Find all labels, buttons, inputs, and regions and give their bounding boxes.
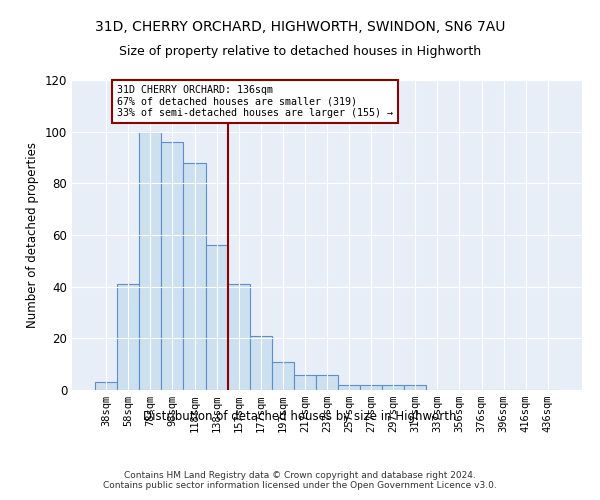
Bar xyxy=(184,162,206,390)
Text: Distribution of detached houses by size in Highworth: Distribution of detached houses by size … xyxy=(143,410,457,423)
Text: 31D, CHERRY ORCHARD, HIGHWORTH, SWINDON, SN6 7AU: 31D, CHERRY ORCHARD, HIGHWORTH, SWINDON,… xyxy=(95,20,505,34)
Text: Contains HM Land Registry data © Crown copyright and database right 2024.
Contai: Contains HM Land Registry data © Crown c… xyxy=(103,470,497,490)
Bar xyxy=(95,382,117,390)
Bar xyxy=(404,385,427,390)
Y-axis label: Number of detached properties: Number of detached properties xyxy=(26,142,39,328)
Text: Size of property relative to detached houses in Highworth: Size of property relative to detached ho… xyxy=(119,45,481,58)
Bar xyxy=(117,284,139,390)
Bar xyxy=(161,142,184,390)
Bar xyxy=(139,132,161,390)
Bar xyxy=(294,374,316,390)
Bar xyxy=(272,362,294,390)
Bar xyxy=(227,284,250,390)
Bar xyxy=(250,336,272,390)
Bar xyxy=(206,246,227,390)
Bar xyxy=(316,374,338,390)
Bar xyxy=(338,385,360,390)
Text: 31D CHERRY ORCHARD: 136sqm
67% of detached houses are smaller (319)
33% of semi-: 31D CHERRY ORCHARD: 136sqm 67% of detach… xyxy=(117,85,393,118)
Bar xyxy=(382,385,404,390)
Bar xyxy=(360,385,382,390)
